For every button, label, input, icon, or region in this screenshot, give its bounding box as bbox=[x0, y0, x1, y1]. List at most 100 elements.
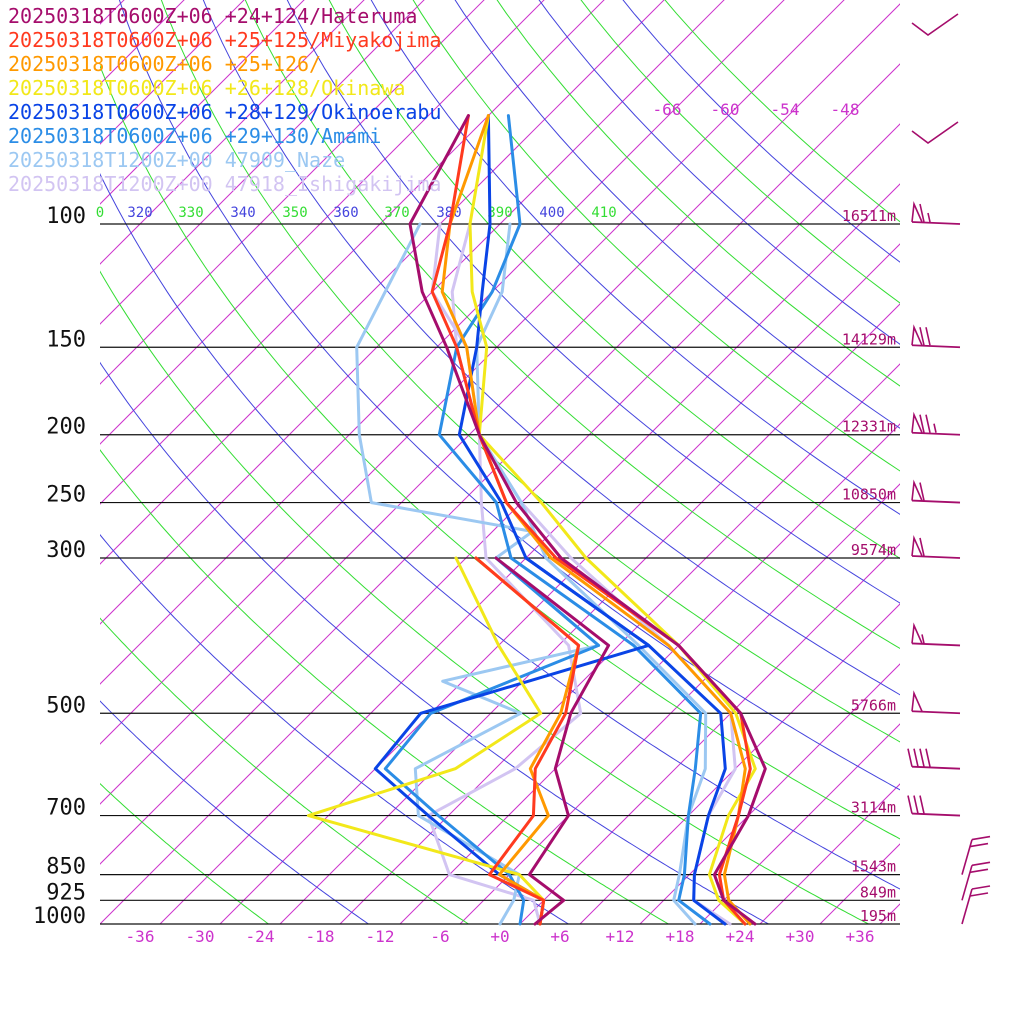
temperature-line bbox=[440, 114, 752, 926]
wind-barb bbox=[911, 121, 959, 144]
wind-barb bbox=[911, 812, 961, 817]
wind-barb-pennant bbox=[911, 534, 923, 557]
dry-adiabat bbox=[100, 449, 670, 924]
legend-entry: 20250318T0600Z+06 +25+126/ bbox=[8, 52, 322, 76]
upper-temperature-label: -54 bbox=[771, 100, 800, 119]
dewpoint-line bbox=[355, 222, 601, 926]
dry-adiabat bbox=[412, 0, 900, 472]
temperature-tick-label: +36 bbox=[846, 927, 875, 946]
theta-tick-label: 340 bbox=[230, 205, 255, 221]
temperature-tick-label: -12 bbox=[366, 927, 395, 946]
pressure-label: 150 bbox=[46, 327, 86, 352]
theta-tick-label: 320 bbox=[127, 205, 152, 221]
upper-temperature-label: -48 bbox=[831, 100, 860, 119]
wind-barb-feather bbox=[925, 414, 931, 433]
theta-tick-label: 370 bbox=[384, 205, 409, 221]
wind-barb-half-feather bbox=[927, 212, 931, 223]
wind-barb-feather bbox=[907, 748, 913, 767]
isotherm bbox=[459, 483, 900, 924]
temperature-tick-label: +12 bbox=[606, 927, 635, 946]
wind-barb bbox=[911, 221, 961, 225]
wind-barb bbox=[961, 888, 973, 925]
temperature-line bbox=[457, 114, 727, 926]
legend: 20250318T0600Z+06 +24+124/Hateruma 20250… bbox=[8, 4, 441, 196]
isotherm bbox=[100, 0, 365, 265]
isotherm bbox=[1000, 0, 1024, 924]
wind-barb bbox=[911, 555, 961, 559]
temperature-tick-label: -36 bbox=[126, 927, 155, 946]
dry-adiabat bbox=[664, 0, 900, 223]
wind-barb-feather bbox=[969, 892, 989, 897]
theta-tick-label: 0 bbox=[96, 205, 104, 221]
wind-barb bbox=[911, 710, 961, 715]
wind-barb bbox=[911, 642, 961, 647]
wind-barb-feather bbox=[971, 885, 991, 890]
wind-barb-feather bbox=[913, 795, 919, 814]
wind-barb-feather bbox=[969, 842, 989, 848]
dry-adiabat bbox=[118, 0, 900, 791]
dewpoint-line bbox=[306, 556, 546, 926]
wind-barb-feather bbox=[913, 748, 919, 767]
dry-adiabat bbox=[100, 617, 470, 924]
theta-tick-label: 410 bbox=[591, 205, 616, 221]
wind-barb-feather bbox=[919, 537, 925, 557]
wind-barb-pennant bbox=[911, 200, 923, 223]
legend-entry: 20250318T0600Z+06 +26+128/Okinawa bbox=[8, 76, 406, 100]
theta-tick-label: 380 bbox=[436, 205, 461, 221]
wind-barb-pennant bbox=[911, 411, 923, 434]
dry-adiabat bbox=[202, 0, 900, 696]
temperature-line bbox=[437, 114, 712, 926]
isotherm bbox=[879, 903, 900, 924]
wind-barb bbox=[961, 865, 973, 901]
temperature-tick-label: -30 bbox=[186, 927, 215, 946]
pressure-label: 1000 bbox=[33, 904, 86, 929]
wind-barb-pennant bbox=[911, 324, 923, 346]
wind-barb-pennant bbox=[911, 622, 923, 644]
series-group bbox=[306, 114, 767, 926]
legend-entry: 20250318T1200Z+00 47918_Ishigakijima bbox=[8, 172, 442, 196]
pressure-label: 925 bbox=[46, 880, 86, 905]
wind-barb bbox=[911, 13, 959, 36]
wind-barb-feather bbox=[919, 748, 925, 767]
isotherm bbox=[100, 0, 305, 205]
wind-barb-half-feather bbox=[921, 634, 925, 644]
legend-entry: 20250318T1200Z+00 47909_Naze bbox=[8, 148, 346, 172]
dry-adiabat bbox=[100, 270, 870, 924]
wind-barb bbox=[911, 431, 961, 436]
isotherm bbox=[639, 663, 900, 924]
height-label: 849m bbox=[860, 883, 896, 901]
pressure-label: 100 bbox=[46, 204, 86, 229]
wind-barb bbox=[911, 765, 961, 770]
temperature-line bbox=[468, 114, 757, 926]
upper-temperature-label: -66 bbox=[653, 100, 682, 119]
pressure-label: 300 bbox=[46, 538, 86, 563]
height-label: 1543m bbox=[851, 858, 896, 876]
height-label: 195m bbox=[860, 907, 896, 925]
theta-tick-label: 390 bbox=[487, 205, 512, 221]
legend-entry: 20250318T0600Z+06 +29+130/Amami bbox=[8, 124, 382, 148]
theta-tick-label: 350 bbox=[282, 205, 307, 221]
wind-barb-feather bbox=[925, 327, 931, 346]
wind-barb-feather bbox=[907, 795, 913, 814]
height-label: 12331m bbox=[842, 418, 896, 436]
pressure-label: 850 bbox=[46, 855, 86, 880]
isotherm bbox=[100, 0, 485, 385]
height-label: 10850m bbox=[842, 486, 896, 504]
temperature-line bbox=[408, 114, 767, 926]
pressure-label: 500 bbox=[46, 693, 86, 718]
temperature-tick-label: +24 bbox=[726, 927, 755, 946]
height-label: 3114m bbox=[851, 799, 896, 817]
dry-adiabat bbox=[100, 700, 370, 924]
wind-barb-feather bbox=[969, 868, 989, 874]
pressure-label: 200 bbox=[46, 415, 86, 440]
temperature-tick-label: +0 bbox=[490, 927, 509, 946]
wind-barb-feather bbox=[919, 203, 925, 223]
wind-barb-pennant bbox=[911, 690, 923, 712]
wind-barb-feather bbox=[925, 748, 931, 767]
wind-barb-feather bbox=[919, 414, 925, 433]
dry-adiabat bbox=[580, 0, 900, 304]
dry-adiabat bbox=[100, 534, 570, 924]
isotherm bbox=[940, 0, 1024, 924]
dewpoint-line bbox=[494, 556, 611, 926]
